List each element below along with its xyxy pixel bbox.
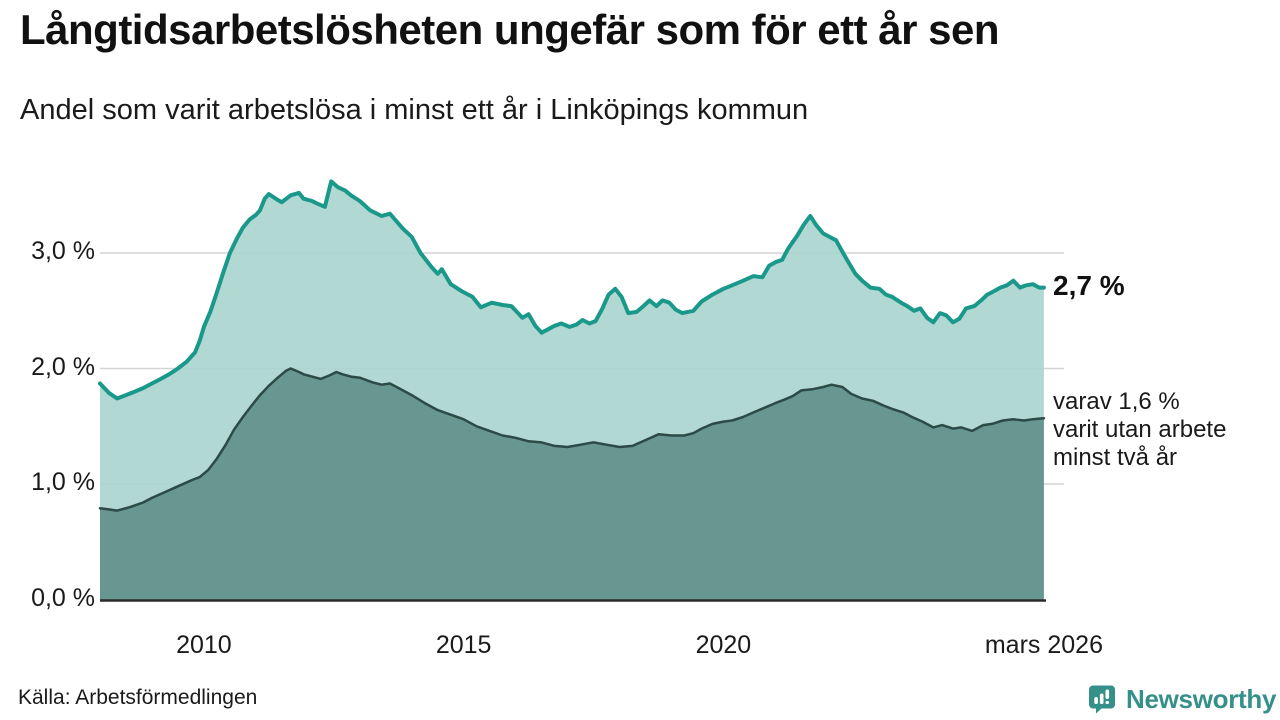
x-axis-label: mars 2026: [984, 631, 1103, 659]
area-minst-tva-ar: [100, 368, 1044, 600]
latest-value-label: 2,7 %: [1053, 270, 1125, 301]
brand-name: Newsworthy: [1126, 684, 1277, 714]
y-axis-label: 3,0 %: [31, 237, 95, 265]
newsworthy-logo: Newsworthy: [1086, 683, 1276, 716]
line-minst-ett-ar: [98, 179, 1046, 401]
bar-chart-speech-bubble-icon: [1089, 685, 1115, 714]
chart-subtitle: Andel som varit arbetslösa i minst ett å…: [20, 94, 809, 126]
annotation-line: varit utan arbete: [1053, 416, 1227, 443]
y-axis-label: 0,0 %: [31, 583, 95, 612]
secondary-series-annotation: varav 1,6 % varit utan arbete minst två …: [1053, 388, 1226, 472]
x-axis-label: 2020: [695, 631, 752, 659]
annotation-line: minst två år: [1053, 444, 1178, 471]
page-title: Långtidsarbetslösheten ungefär som för e…: [20, 6, 1000, 53]
line-minst-tva-ar: [98, 367, 1046, 512]
annotation-line: varav 1,6 %: [1053, 388, 1180, 415]
y-axis-label: 2,0 %: [31, 352, 95, 381]
y-axis-label: 1,0 %: [31, 468, 95, 496]
source-credit: Källa: Arbetsförmedlingen: [18, 686, 258, 709]
x-axis-label: 2010: [176, 631, 232, 659]
x-axis-label: 2015: [435, 631, 492, 659]
